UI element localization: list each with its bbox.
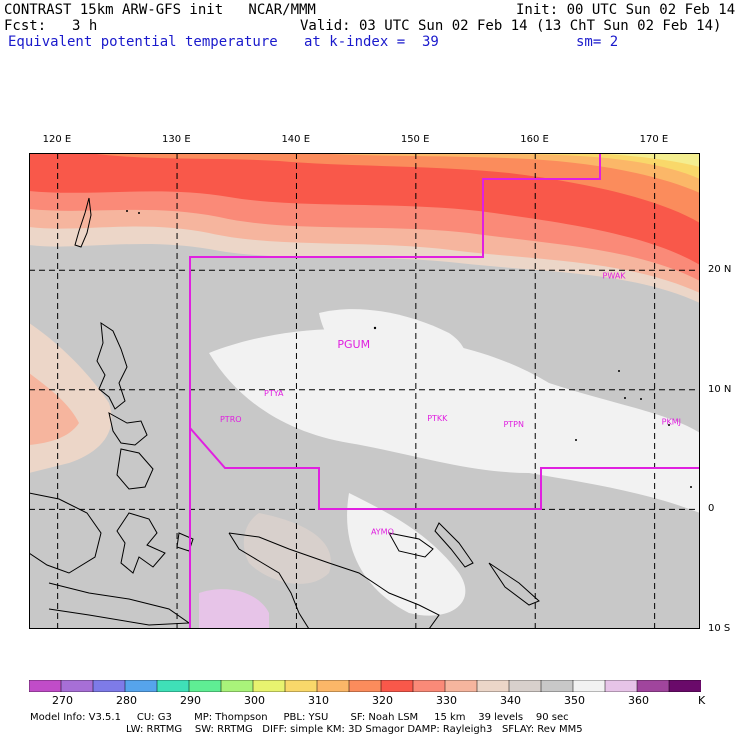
shade-png-high: [199, 589, 269, 629]
colorbar-cell: [476, 680, 510, 692]
station-label: PTRO: [220, 415, 242, 424]
init-time: Init: 00 UTC Sun 02 Feb 14: [516, 2, 736, 18]
colorbar-label: 350: [564, 694, 585, 707]
latitude-label: 0: [708, 503, 715, 515]
region-boundary-north: [189, 153, 601, 629]
new-britain-coast: [388, 532, 434, 558]
java-timor-coast: [48, 582, 191, 626]
colorbar-cell: [348, 680, 382, 692]
longitude-label: 150 E: [400, 134, 430, 145]
model-title: CONTRAST 15km ARW-GFS init NCAR/MMM: [4, 2, 316, 18]
colorbar-label: 300: [244, 694, 265, 707]
station-label: PTYA: [264, 389, 284, 398]
colorbar-cell: [572, 680, 606, 692]
model-info-line2: LW: RRTMG SW: RRTMG DIFF: simple KM: 3D …: [126, 724, 583, 735]
colorbar-cell: [188, 680, 222, 692]
colorbar-cell: [636, 680, 670, 692]
colorbar-cell: [252, 680, 286, 692]
colorbar-cell: [508, 680, 542, 692]
station-label: PGUM: [337, 338, 370, 351]
colorbar-cell: [156, 680, 190, 692]
shade-315-320: [459, 153, 700, 179]
station-label: PWAK: [603, 272, 627, 281]
colorbar-cell: [124, 680, 158, 692]
colorbar-cell: [60, 680, 94, 692]
luzon-coast: [96, 321, 128, 410]
colorbar-label: 280: [116, 694, 137, 707]
mindanao-coast: [116, 448, 154, 490]
longitude-label: 160 E: [520, 134, 549, 145]
forecast-hour: 3 h: [72, 18, 98, 34]
new-ireland-coast: [434, 522, 474, 568]
colorbar-label: 340: [500, 694, 521, 707]
colorbar: [29, 680, 701, 692]
colorbar-cell: [540, 680, 574, 692]
colorbar-label: 320: [372, 694, 393, 707]
colorbar-cell: [668, 680, 701, 692]
small-islands: [126, 210, 692, 488]
colorbar-cell: [92, 680, 126, 692]
shade-philippines-warm-core: [29, 373, 79, 445]
colorbar-cell: [444, 680, 478, 692]
colorbar-label: 360: [628, 694, 649, 707]
colorbar-cell: [220, 680, 254, 692]
colorbar-cell: [380, 680, 414, 692]
station-label: AYMO: [371, 528, 394, 537]
borneo-coast: [29, 492, 102, 574]
latitude-label: 10 N: [708, 383, 732, 395]
colorbar-cell: [29, 680, 62, 692]
map-frame: [29, 153, 700, 629]
colorbar-label: 290: [180, 694, 201, 707]
latitude-label: 10 S: [708, 623, 731, 634]
theta-e-map: PWAK PGUM PTYA PTRO PTKK PTPN PKMJ AYMO: [29, 153, 700, 629]
longitude-label: 120 E: [42, 134, 72, 145]
model-info-line1: Model Info: V3.5.1 CU: G3 MP: Thompson P…: [30, 712, 569, 723]
shade-310-315: [589, 153, 700, 167]
longitude-label: 170 E: [639, 134, 669, 145]
colorbar-label: 310: [308, 694, 329, 707]
colorbar-label: 270: [52, 694, 73, 707]
sulawesi-coast: [116, 512, 166, 574]
latitude-label: 20 N: [708, 264, 732, 276]
shade-325-330: [89, 153, 700, 223]
station-label: PTPN: [503, 420, 524, 429]
shade-320-325: [309, 153, 700, 193]
colorbar-cell: [604, 680, 638, 692]
station-label: PKMJ: [662, 417, 681, 426]
longitude-label: 140 E: [281, 134, 311, 145]
longitude-label: 130 E: [162, 134, 191, 145]
colorbar-cell: [412, 680, 446, 692]
taiwan-coast: [74, 197, 92, 248]
station-label: PTKK: [427, 414, 448, 423]
smoothing-value: sm= 2: [576, 34, 619, 50]
forecast-label: Fcst:: [4, 18, 47, 34]
colorbar-label: 330: [436, 694, 457, 707]
valid-time: Valid: 03 UTC Sun 02 Feb 14 (13 ChT Sun …: [300, 18, 722, 34]
stations: PWAK PGUM PTYA PTRO PTKK PTPN PKMJ AYMO: [220, 272, 681, 537]
colorbar-unit: K: [698, 694, 706, 707]
colorbar-cell: [316, 680, 350, 692]
shade-330-335: [29, 153, 700, 265]
visayas-coast: [108, 412, 148, 446]
shade-guam-moist: [319, 309, 467, 383]
region-boundary-south: [189, 427, 700, 510]
coastlines: [29, 197, 540, 629]
new-guinea-south-coast: [228, 532, 310, 629]
solomon-coast: [488, 562, 540, 606]
vertical-level: at k-index = 39: [304, 34, 439, 50]
new-guinea-north-coast: [228, 532, 440, 629]
field-name: Equivalent potential temperature: [8, 34, 278, 50]
colorbar-cell: [284, 680, 318, 692]
